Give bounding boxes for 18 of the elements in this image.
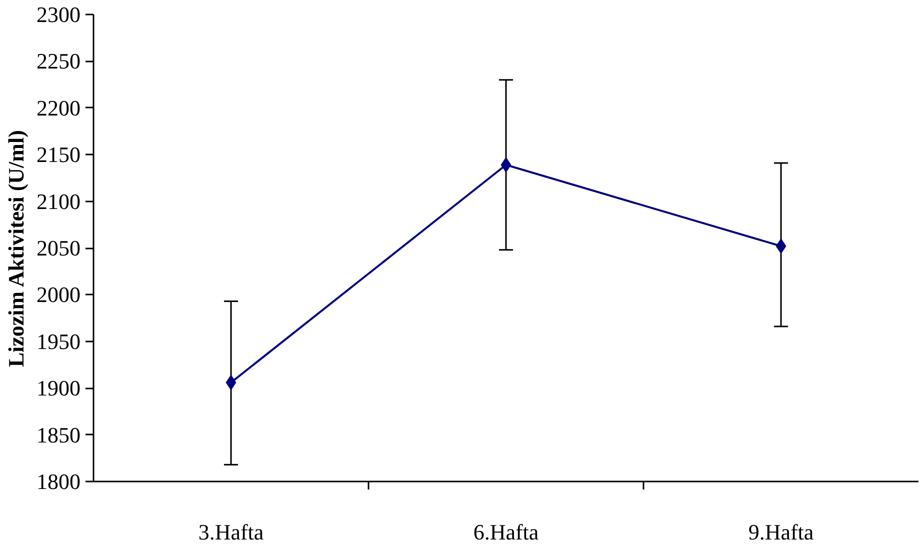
y-tick-label: 2100 — [36, 188, 80, 214]
y-tick-label: 2300 — [36, 2, 80, 27]
y-tick-label: 2250 — [36, 48, 80, 74]
y-tick-label: 1850 — [36, 422, 80, 448]
point — [776, 238, 786, 254]
y-axis-title: Lizozim Aktivitesi (U/ml) — [4, 130, 28, 368]
y-tick-label: 1800 — [36, 469, 80, 494]
x-tick-label: 9.Hafta — [748, 520, 814, 544]
point — [226, 374, 236, 390]
y-tick-label: 2150 — [36, 142, 80, 168]
y-tick-label: 2000 — [36, 282, 80, 308]
y-tick-label: 2200 — [36, 95, 80, 120]
x-tick-label: 3.Hafta — [198, 520, 264, 544]
x-tick-label: 6.Hafta — [473, 520, 539, 544]
y-tick-label: 1950 — [36, 328, 80, 354]
y-tick-label: 1900 — [36, 376, 80, 401]
y-tick-label: 2050 — [36, 236, 80, 260]
point — [500, 157, 512, 172]
